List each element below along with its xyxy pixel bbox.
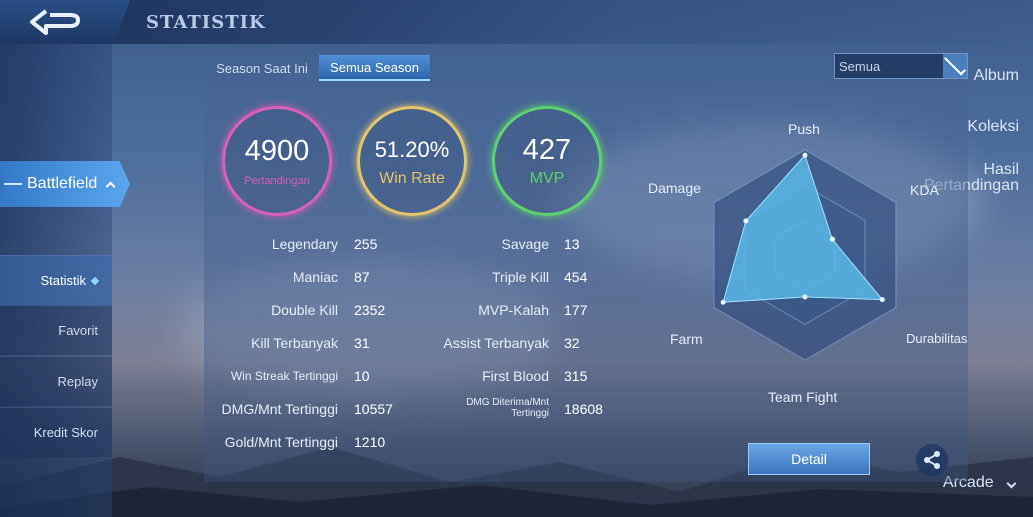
background-cloud	[180, 260, 560, 400]
stat-label: Win Streak Tertinggi	[230, 369, 338, 383]
mvp-value: 427	[522, 134, 572, 166]
winrate-label: Win Rate	[379, 170, 445, 187]
radar-point	[879, 297, 885, 303]
radar-label-damage: Damage	[648, 180, 701, 196]
stat-label: Triple Kill	[491, 269, 549, 285]
tab-season-all[interactable]: Semua Season	[319, 55, 430, 81]
sidebar-item-label: Arcade	[942, 474, 994, 491]
detail-button[interactable]: Detail	[748, 443, 870, 475]
sidebar-item-label: Battlefield	[27, 175, 98, 192]
sidebar-item-battlefield[interactable]: Battlefield	[0, 161, 130, 207]
tab-season-current[interactable]: Season Saat Ini	[216, 60, 308, 76]
sidebar-subitem-statistik[interactable]: Statistik	[0, 255, 112, 305]
matches-value: 4900	[244, 135, 310, 167]
chevron-down-icon	[1006, 478, 1017, 489]
stat-value: 454	[564, 269, 588, 285]
stat-label: Kill Terbanyak	[251, 335, 338, 351]
radar-point	[743, 218, 749, 224]
stat-label: Maniac	[292, 269, 338, 285]
stat-value: 13	[564, 236, 580, 252]
sidebar-item-label: Hasil	[983, 161, 1019, 178]
sidebar-subitem-favorit[interactable]: Favorit	[0, 305, 112, 355]
radar-points	[720, 152, 885, 305]
sidebar-subitem-replay[interactable]: Replay	[0, 356, 112, 406]
stat-value: 1210	[354, 434, 386, 450]
sidebar-item-label: Replay	[57, 374, 98, 389]
stat-value: 32	[564, 335, 580, 351]
radar-chart	[713, 149, 897, 361]
stat-value: 87	[354, 269, 370, 285]
radar-point	[829, 236, 835, 242]
stat-label: MVP-Kalah	[478, 302, 549, 318]
stat-label: Assist Terbanyak	[443, 335, 549, 351]
chevron-down-icon	[944, 53, 966, 75]
stat-value: 177	[564, 302, 588, 318]
active-diamond-icon	[90, 276, 100, 285]
stat-label: Savage	[501, 236, 549, 252]
winrate-ring: 51.20% Win Rate	[357, 106, 467, 216]
season-filter-dropdown[interactable]: Semua	[834, 53, 968, 79]
radar-label-durabilitas: Durabilitas	[906, 331, 968, 346]
sidebar-item-label: Pertandingan	[923, 177, 1019, 194]
sidebar-subitem-kredit-skor[interactable]: Kredit Skor	[0, 407, 112, 457]
stat-value: 18608	[564, 401, 603, 417]
stat-value: 2352	[354, 302, 386, 318]
stat-label: Legendary	[271, 236, 338, 252]
sidebar-item-label: Statistik	[40, 273, 86, 288]
radar-point	[802, 294, 808, 300]
sidebar-item-hasil-pertandingan[interactable]: Hasil Pertandingan	[924, 162, 1019, 194]
share-icon	[924, 451, 940, 469]
stat-value: 10557	[354, 401, 393, 417]
chevron-up-icon	[105, 181, 116, 191]
stat-label: First Blood	[482, 368, 549, 384]
indicator-line	[4, 183, 22, 185]
sidebar-item-label: Favorit	[58, 323, 98, 338]
radar-label-farm: Farm	[670, 331, 703, 347]
matches-ring: 4900 Pertandingan	[222, 106, 332, 216]
top-bar	[0, 0, 1033, 44]
stat-value: 255	[354, 236, 378, 252]
radar-label-kda: KDA	[910, 182, 939, 198]
dropdown-toggle[interactable]	[943, 53, 967, 78]
mvp-ring: 427 MVP	[492, 106, 602, 216]
back-button[interactable]	[0, 0, 130, 44]
stat-label: Double Kill	[271, 302, 338, 318]
dropdown-selected-value: Semua	[839, 58, 881, 74]
stat-value: 315	[564, 368, 588, 384]
sidebar-item-album[interactable]: Album	[973, 67, 1019, 84]
share-button[interactable]	[916, 444, 948, 476]
stat-label: DMG/Mnt Tertinggi	[221, 401, 338, 417]
stat-value: 31	[354, 335, 370, 351]
sidebar-item-arcade[interactable]: Arcade	[921, 475, 1033, 491]
sidebar-item-label: Kredit Skor	[33, 425, 98, 440]
sidebar-item-koleksi[interactable]: Koleksi	[967, 118, 1019, 135]
stat-value: 10	[354, 368, 370, 384]
mvp-label: MVP	[529, 170, 565, 187]
radar-label-push: Push	[788, 121, 820, 137]
matches-label: Pertandingan	[244, 175, 310, 187]
page-title: STATISTIK	[146, 12, 266, 33]
radar-label-team-fight: Team Fight	[768, 389, 838, 405]
stat-label: DMG Diterima/Mnt Tertinggi	[466, 397, 549, 419]
stat-label: Gold/Mnt Tertinggi	[224, 434, 338, 450]
radar-point	[720, 299, 726, 305]
radar-point	[802, 152, 808, 158]
winrate-value: 51.20%	[374, 137, 450, 162]
back-arrow-icon	[30, 9, 80, 35]
